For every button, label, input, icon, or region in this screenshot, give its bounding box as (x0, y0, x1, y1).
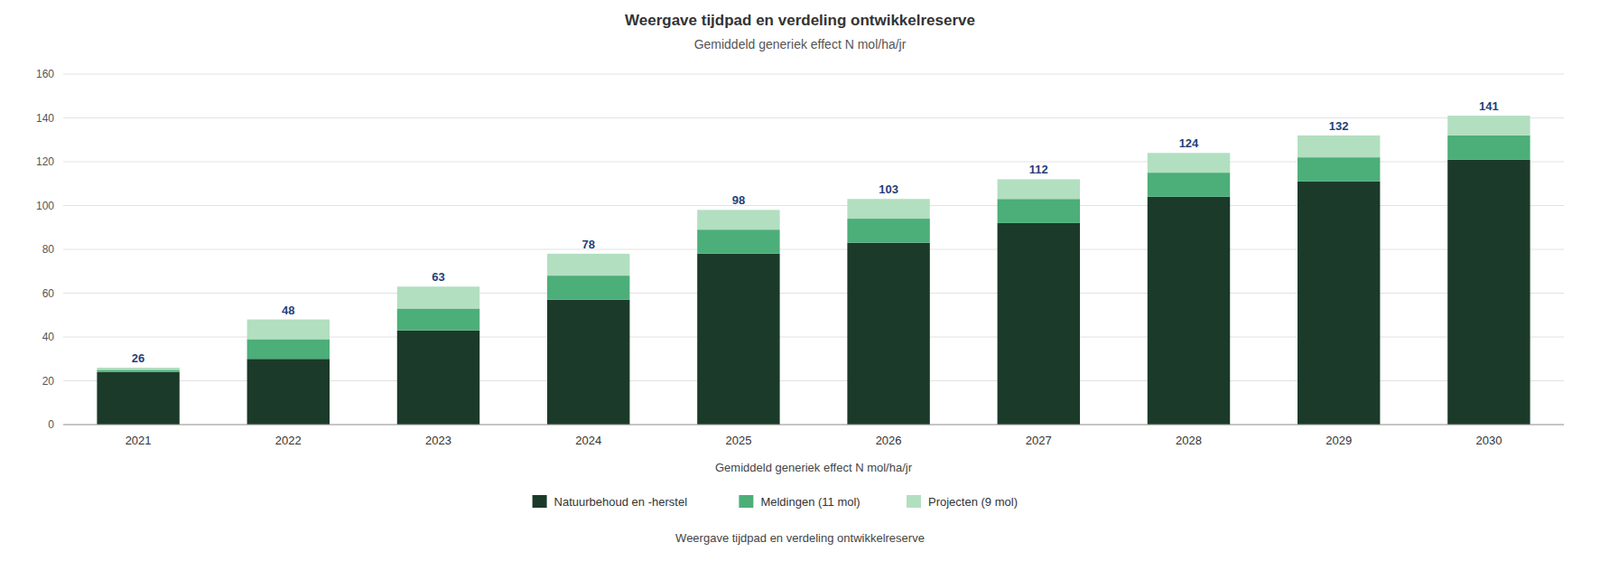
x-tick-label: 2029 (1325, 433, 1352, 447)
bar-segment (697, 209, 780, 230)
legend-label: Natuurbehoud en -herstel (554, 494, 689, 509)
total-label: 78 (581, 237, 595, 252)
total-label: 48 (281, 303, 295, 317)
bar-segment (1447, 115, 1530, 136)
bar-segment (997, 178, 1080, 199)
background (0, 0, 1600, 580)
x-tick-label: 2025 (725, 433, 752, 447)
y-tick-label: 80 (42, 242, 56, 256)
x-tick-label: 2030 (1475, 433, 1502, 447)
bar-segment (397, 307, 480, 330)
x-tick-label: 2024 (575, 433, 602, 447)
grid-line (63, 117, 1564, 119)
total-label: 124 (1179, 136, 1200, 150)
total-label: 63 (431, 269, 445, 284)
bar-segment (1297, 181, 1380, 425)
bar-segment (397, 286, 480, 308)
total-label: 132 (1329, 119, 1349, 133)
bar-segment (1147, 152, 1230, 173)
annotation: Weergave tijdpad en verdeling ontwikkelr… (675, 530, 925, 545)
bar-segment (846, 218, 930, 243)
y-tick-label: 0 (47, 418, 55, 431)
y-tick-label: 60 (42, 287, 56, 300)
bar-segment (1447, 135, 1530, 160)
subtitle: Gemiddeld generiek effect N mol/ha/jr (694, 37, 907, 52)
bar-segment (397, 330, 480, 425)
y-tick-label: 120 (36, 155, 55, 168)
y-tick-label: 40 (42, 330, 56, 344)
x-tick-label: 2023 (425, 433, 452, 447)
y-tick-label: 140 (36, 111, 55, 125)
bar-segment (697, 253, 780, 425)
bar-segment (247, 338, 330, 359)
bar-segment (1297, 157, 1380, 182)
bars (96, 115, 1530, 425)
total-label: 103 (878, 182, 899, 196)
legend-label: Projecten (9 mol) (928, 494, 1018, 509)
legend-swatch (532, 494, 548, 508)
bar-segment (547, 275, 630, 300)
bar-segment (547, 253, 630, 276)
bar-segment (846, 242, 930, 425)
bar-segment (997, 198, 1080, 224)
x-tick-label: 2028 (1175, 433, 1202, 447)
bar-segment (997, 223, 1080, 425)
bar-segment (96, 367, 179, 370)
bar-segment (247, 319, 330, 340)
bar-segment (1447, 159, 1530, 425)
bar-segment (1147, 172, 1230, 197)
legend-label: Meldingen (11 mol) (760, 494, 860, 509)
total-label: 112 (1029, 162, 1049, 177)
y-tick-label: 160 (36, 67, 55, 81)
chart: Weergave tijdpad en verdeling ontwikkelr… (0, 0, 1600, 580)
bar-segment (846, 198, 930, 219)
bar-segment (247, 358, 330, 425)
legend: Natuurbehoud en -herstel Meldingen (11 mo… (532, 494, 1018, 509)
title: Weergave tijdpad en verdeling ontwikkelr… (624, 11, 976, 29)
total-label: 26 (131, 351, 145, 365)
x-tick-label: 2022 (275, 433, 302, 447)
x-tick-label: 2027 (1025, 433, 1052, 447)
x-tick-label: 2021 (125, 433, 152, 447)
bar-segment (96, 372, 179, 425)
bar-segment (1147, 196, 1230, 425)
bar-segment (1297, 135, 1380, 158)
grid-line (63, 424, 1564, 426)
x-axis-line (63, 424, 1564, 426)
y-tick-label: 100 (36, 199, 55, 213)
bar-segment (547, 299, 630, 425)
total-label: 98 (732, 193, 745, 207)
x-tick-label: 2026 (875, 433, 903, 447)
bar-segment (697, 229, 780, 254)
grid (63, 74, 1564, 425)
legend-swatch (906, 494, 921, 508)
grid-line (63, 74, 1564, 75)
total-label: 141 (1479, 99, 1499, 113)
x-axis-label: Gemiddeld generiek effect N mol/ha/jr (715, 460, 913, 475)
y-tick-label: 20 (42, 374, 56, 388)
bar-segment (96, 369, 179, 372)
legend-swatch (738, 494, 754, 508)
